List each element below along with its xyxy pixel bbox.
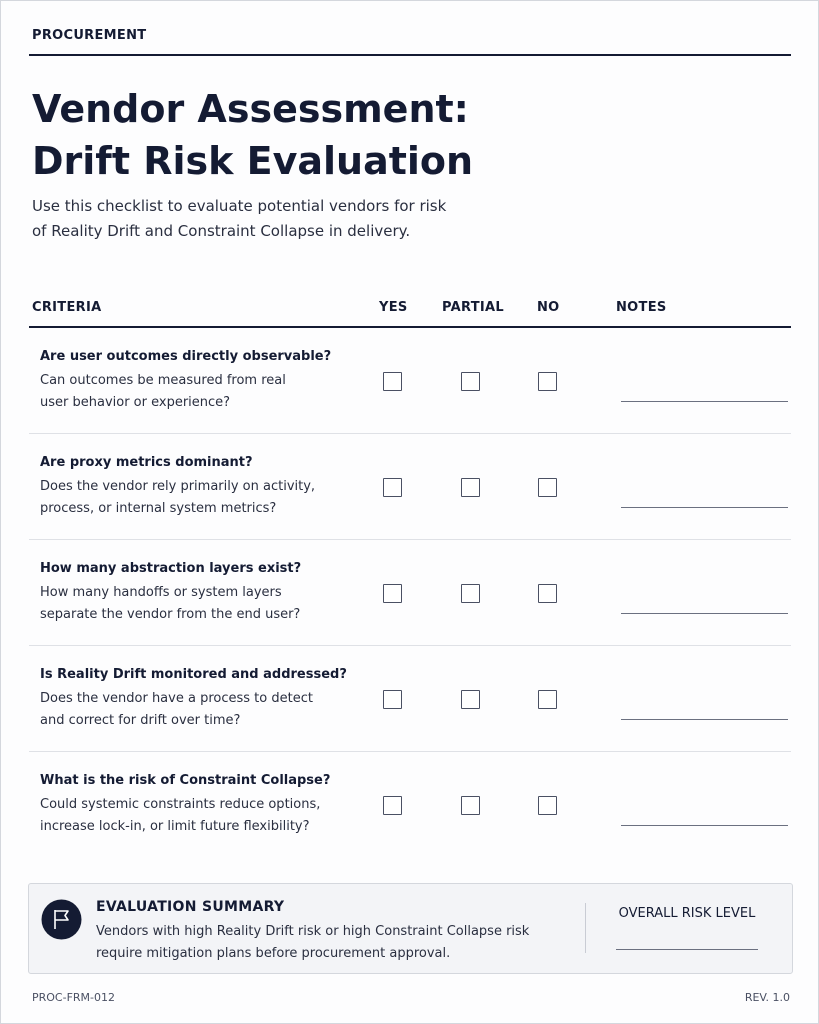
question-description: user behavior or experience? bbox=[40, 395, 231, 410]
question-description: separate the vendor from the end user? bbox=[40, 607, 301, 622]
row-separator bbox=[29, 751, 791, 752]
checkbox[interactable] bbox=[538, 584, 557, 603]
summary-text: Vendors with high Reality Drift risk or … bbox=[96, 921, 529, 965]
notes-line[interactable] bbox=[621, 401, 788, 402]
checkbox[interactable] bbox=[538, 478, 557, 497]
checkbox[interactable] bbox=[383, 796, 402, 815]
title: Vendor Assessment: Drift Risk Evaluation bbox=[32, 83, 473, 187]
checkbox[interactable] bbox=[461, 478, 480, 497]
title-line: Vendor Assessment: bbox=[32, 87, 469, 131]
description-line: Use this checklist to evaluate potential… bbox=[32, 197, 447, 215]
question: How many abstraction layers exist? bbox=[40, 561, 302, 576]
summary-line: require mitigation plans before procurem… bbox=[96, 946, 451, 961]
checkbox[interactable] bbox=[383, 584, 402, 603]
description: Use this checklist to evaluate potential… bbox=[32, 194, 446, 244]
question-description: Does the vendor rely primarily on activi… bbox=[40, 479, 316, 494]
question-description: increase lock-in, or limit future flexib… bbox=[40, 819, 310, 834]
checkbox[interactable] bbox=[461, 690, 480, 709]
form-code: PROC-FRM-012 bbox=[32, 991, 116, 1004]
row-separator bbox=[29, 433, 791, 434]
question: Is Reality Drift monitored and addressed… bbox=[40, 667, 347, 682]
column-header: NOTES bbox=[616, 300, 667, 315]
risk-label: OVERALL RISK LEVEL bbox=[618, 906, 756, 921]
question-description: How many handoffs or system layers bbox=[40, 585, 282, 600]
notes-line[interactable] bbox=[621, 825, 788, 826]
checkbox[interactable] bbox=[383, 478, 402, 497]
revision: REV. 1.0 bbox=[744, 991, 790, 1004]
question: What is the risk of Constraint Collapse? bbox=[40, 773, 331, 788]
notes-line[interactable] bbox=[621, 719, 788, 720]
question-description: process, or internal system metrics? bbox=[40, 501, 277, 516]
summary-box bbox=[28, 883, 793, 974]
column-header: YES bbox=[379, 300, 408, 315]
question-description: Could systemic constraints reduce option… bbox=[40, 797, 321, 812]
notes-line[interactable] bbox=[621, 613, 788, 614]
header-rule bbox=[29, 54, 791, 56]
checkbox[interactable] bbox=[538, 372, 557, 391]
question-description: and correct for drift over time? bbox=[40, 713, 241, 728]
title-line: Drift Risk Evaluation bbox=[32, 139, 474, 183]
description-line: of Reality Drift and Constraint Collapse… bbox=[32, 222, 411, 240]
column-header: PARTIAL bbox=[442, 300, 504, 315]
summary-line: Vendors with high Reality Drift risk or … bbox=[96, 924, 530, 939]
column-header: NO bbox=[537, 300, 560, 315]
question: Are proxy metrics dominant? bbox=[40, 455, 253, 470]
summary-title: EVALUATION SUMMARY bbox=[96, 899, 285, 915]
risk-line[interactable] bbox=[616, 949, 758, 950]
row-separator bbox=[29, 539, 791, 540]
checkbox[interactable] bbox=[383, 372, 402, 391]
notes-line[interactable] bbox=[621, 507, 788, 508]
row-separator bbox=[29, 645, 791, 646]
table-rule bbox=[29, 326, 791, 328]
section-label: PROCUREMENT bbox=[32, 28, 147, 43]
column-header: CRITERIA bbox=[32, 300, 102, 315]
checkbox[interactable] bbox=[383, 690, 402, 709]
question: Are user outcomes directly observable? bbox=[40, 349, 332, 364]
checkbox[interactable] bbox=[538, 690, 557, 709]
flag-icon bbox=[41, 899, 82, 940]
question-description: Can outcomes be measured from real bbox=[40, 373, 286, 388]
checkbox[interactable] bbox=[461, 796, 480, 815]
summary-divider bbox=[585, 903, 586, 953]
checkbox[interactable] bbox=[538, 796, 557, 815]
question-description: Does the vendor have a process to detect bbox=[40, 691, 313, 706]
checkbox[interactable] bbox=[461, 372, 480, 391]
checkbox[interactable] bbox=[461, 584, 480, 603]
